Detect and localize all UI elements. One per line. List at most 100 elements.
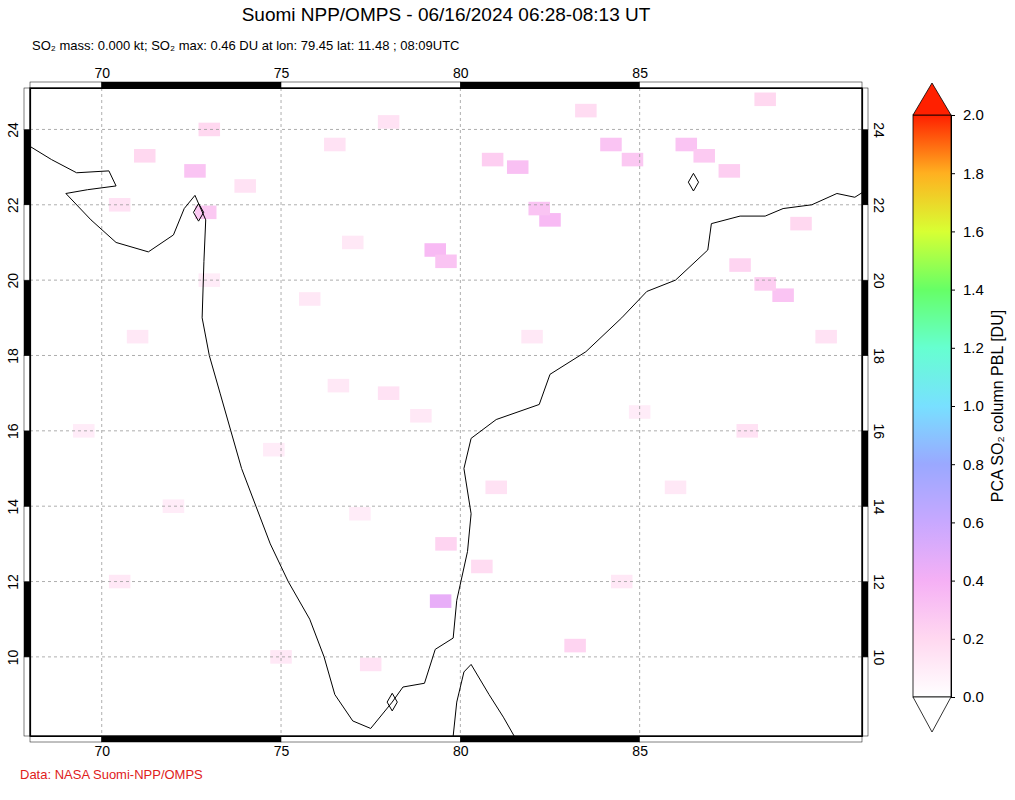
so2-cell — [528, 202, 550, 216]
tick-label: 75 — [274, 65, 290, 81]
so2-cell — [410, 409, 432, 423]
tick: 16 — [862, 424, 887, 440]
tick-label: 0.6 — [963, 514, 984, 531]
tick-label: 12 — [871, 574, 887, 590]
source-marker — [688, 173, 698, 191]
tick: 0.0 — [951, 688, 984, 705]
frame-bar — [24, 88, 30, 129]
tick-mark — [951, 639, 955, 640]
tick-label: 1.6 — [963, 223, 984, 240]
axis: 1012141618202224 — [862, 89, 887, 737]
tick-label: 18 — [871, 348, 887, 364]
tick: 1.2 — [951, 339, 984, 356]
coastline — [30, 146, 862, 728]
so2-cell — [482, 153, 504, 167]
so2-cell — [378, 386, 400, 400]
tick-label: 0.2 — [963, 630, 984, 647]
tick-label: 0.8 — [963, 456, 984, 473]
grid-line-x — [460, 88, 461, 736]
tick-label: 10 — [871, 650, 887, 666]
tick-label: 10 — [5, 649, 21, 665]
so2-cell — [184, 164, 206, 178]
tick-mark — [951, 290, 955, 291]
grid-line-y — [30, 355, 862, 356]
so2-cell — [299, 292, 321, 306]
tick-label: 80 — [453, 65, 469, 81]
tick-mark — [951, 581, 955, 582]
tick-label: 20 — [5, 273, 21, 289]
tick-mark — [951, 231, 955, 232]
tick-label: 80 — [453, 743, 469, 759]
colorbar-extend-top — [913, 83, 951, 115]
title: Suomi NPP/OMPS - 06/16/2024 06:28-08:13 … — [242, 4, 651, 25]
frame-bar — [24, 280, 30, 355]
tick-label: 20 — [871, 273, 887, 289]
so2-cell — [134, 149, 156, 163]
so2-cell — [790, 217, 812, 231]
frame-bar — [640, 82, 862, 88]
grid-line-y — [30, 656, 862, 657]
so2-cell — [485, 481, 507, 495]
frame-bar — [24, 355, 30, 430]
tick-label: 85 — [632, 743, 648, 759]
axis: 10 12 14 16 18 20 22 24 — [5, 89, 31, 737]
source-marker — [193, 203, 203, 221]
tick-label: 85 — [632, 65, 648, 81]
tick-label: 18 — [5, 348, 21, 364]
so2-cells — [73, 93, 837, 672]
tick: 20 — [5, 273, 30, 289]
tick: 18 — [862, 348, 887, 364]
so2-cell — [349, 507, 371, 521]
tick-label: 70 — [94, 65, 110, 81]
tick: 16 — [5, 423, 30, 439]
so2-cell — [435, 255, 457, 269]
so2-cell — [815, 330, 837, 344]
grid-line-y — [30, 506, 862, 507]
so2-cell — [719, 164, 741, 178]
tick: 10 — [862, 650, 887, 666]
axis: 70 75 80 85 — [31, 65, 863, 89]
frame-bar — [24, 129, 30, 204]
tick: 85 — [632, 65, 648, 88]
tick-label: 2.0 — [963, 106, 984, 123]
colorbar-extend-bottom — [913, 697, 951, 732]
plot-area — [30, 88, 862, 736]
frame-bar — [102, 82, 281, 88]
so2-cell — [127, 330, 149, 344]
frame-bar — [24, 506, 30, 581]
tick: 22 — [5, 197, 30, 213]
tick: 1.4 — [951, 281, 984, 298]
colorbar: 0.00.20.40.60.81.01.21.41.61.82.0PCA SO₂… — [913, 83, 1006, 732]
so2-cell — [360, 658, 382, 672]
frame-bar — [24, 431, 30, 506]
so2-cell — [665, 481, 687, 495]
tick: 24 — [5, 122, 30, 138]
grid-line-x — [281, 88, 282, 736]
frame-bar — [30, 82, 102, 88]
tick-label: 1.8 — [963, 165, 984, 182]
so2-cell — [195, 206, 217, 220]
so2-cell — [430, 594, 452, 608]
tick: 75 — [274, 736, 290, 759]
grid — [30, 88, 862, 736]
tick-label: 14 — [871, 499, 887, 515]
tick: 14 — [5, 499, 30, 515]
so2-cell — [564, 639, 586, 653]
tick-label: 70 — [94, 743, 110, 759]
grid-line-x — [639, 88, 640, 736]
subtitle: SO₂ mass: 0.000 kt; SO₂ max: 0.46 DU at … — [32, 38, 460, 53]
tick: 12 — [5, 574, 30, 590]
tick: 1.0 — [951, 397, 984, 414]
tick: 10 — [5, 649, 30, 665]
tick-mark — [951, 348, 955, 349]
tick-mark — [951, 697, 955, 698]
colorbar-label: PCA SO₂ column PBL [DU] — [989, 310, 1006, 502]
so2-cell — [328, 379, 350, 393]
frame-bar — [24, 205, 30, 280]
so2-cell — [729, 258, 751, 272]
tick-label: 24 — [871, 122, 887, 138]
tick: 85 — [632, 736, 648, 759]
footer: Data: NASA Suomi-NPP/OMPS — [20, 767, 203, 782]
tick: 0.8 — [951, 456, 984, 473]
tick-label: 75 — [274, 743, 290, 759]
